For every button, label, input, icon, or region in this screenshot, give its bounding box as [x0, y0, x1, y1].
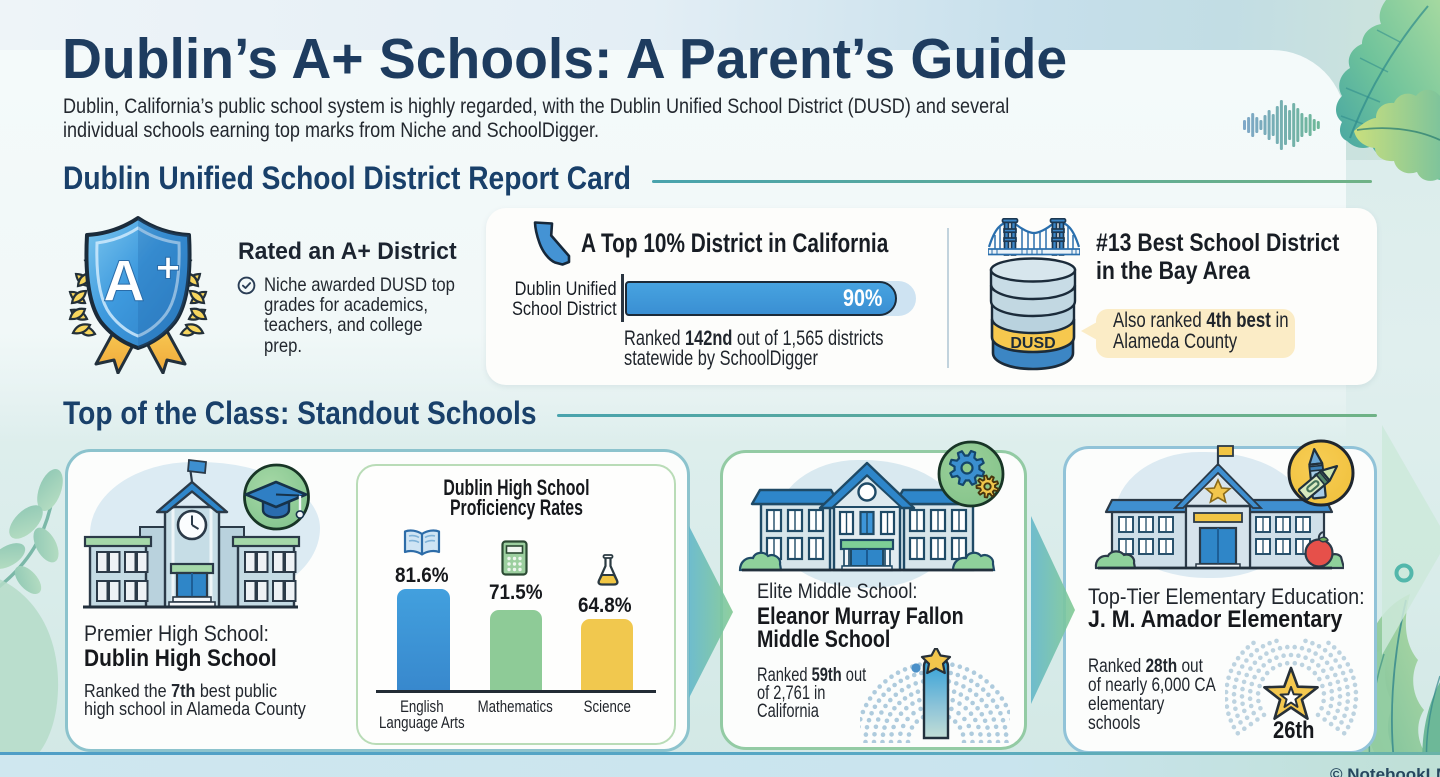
svg-text:A: A	[103, 249, 145, 314]
svg-text:DUSD: DUSD	[1010, 335, 1055, 352]
svg-text:+: +	[156, 244, 181, 291]
